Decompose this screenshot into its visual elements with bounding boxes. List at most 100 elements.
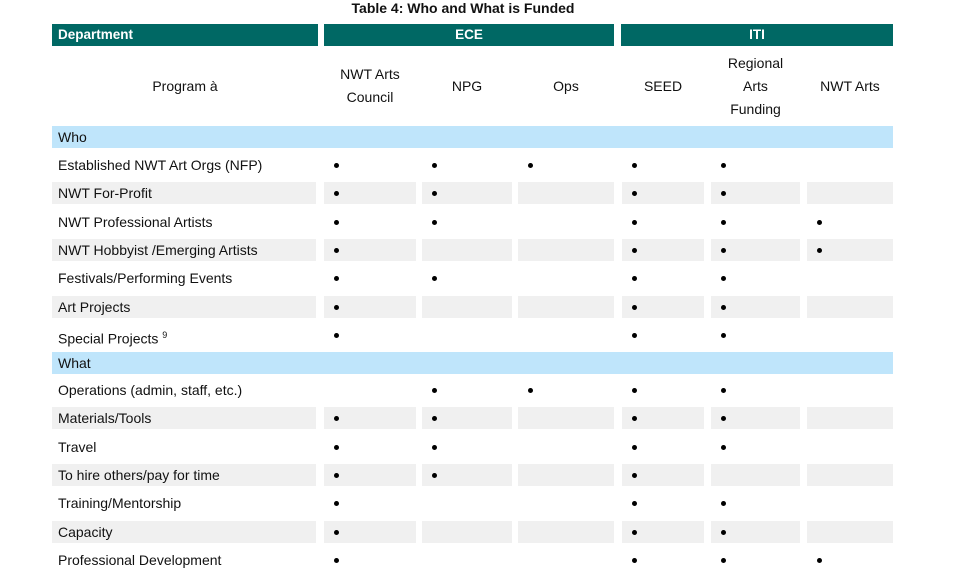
program-header-text: SEED <box>643 77 683 94</box>
bullet-icon <box>632 388 637 393</box>
bullet-icon <box>334 530 339 535</box>
program-header: Ops <box>518 52 614 120</box>
table-cell <box>518 549 614 571</box>
row-label-text: Professional Development <box>58 552 222 568</box>
bullet-icon <box>432 220 437 225</box>
table-cell <box>422 154 512 176</box>
table-cell <box>422 267 512 289</box>
bullet-icon <box>817 558 822 563</box>
table-cell <box>711 182 800 204</box>
department-header: Department <box>52 24 318 46</box>
row-label: Materials/Tools <box>52 407 316 429</box>
table-cell <box>422 464 512 486</box>
table-cell <box>711 296 800 318</box>
table-cell <box>711 239 800 261</box>
bullet-icon <box>432 416 437 421</box>
table-cell <box>422 521 512 543</box>
row-label-text: NWT Professional Artists <box>58 214 213 230</box>
row-label: To hire others/pay for time <box>52 464 316 486</box>
program-header-text: NWT Arts Council <box>340 66 400 105</box>
table-cell <box>807 296 893 318</box>
program-label: Program à <box>152 77 218 94</box>
table-cell <box>518 407 614 429</box>
bullet-icon <box>432 191 437 196</box>
table-cell <box>324 492 416 514</box>
bullet-icon <box>632 191 637 196</box>
table-cell <box>807 182 893 204</box>
section-band: What <box>52 352 893 374</box>
bullet-icon <box>334 276 339 281</box>
bullet-icon <box>632 163 637 168</box>
bullet-icon <box>334 416 339 421</box>
table-cell <box>711 521 800 543</box>
bullet-icon <box>432 388 437 393</box>
table-cell <box>422 492 512 514</box>
row-label: Travel <box>52 436 316 458</box>
table-cell <box>622 154 704 176</box>
table-cell <box>622 296 704 318</box>
bullet-icon <box>334 473 339 478</box>
table-cell <box>518 521 614 543</box>
table-cell <box>622 379 704 401</box>
table-cell <box>807 267 893 289</box>
program-header: Regional Arts Funding <box>711 52 800 120</box>
bullet-icon <box>632 416 637 421</box>
bullet-icon <box>817 248 822 253</box>
program-header-text: Ops <box>553 77 579 94</box>
row-label: Festivals/Performing Events <box>52 267 316 289</box>
table-cell <box>807 324 893 346</box>
table-cell <box>711 436 800 458</box>
table-cell <box>711 407 800 429</box>
table-cell <box>711 492 800 514</box>
bullet-icon <box>721 191 726 196</box>
table-cell <box>324 464 416 486</box>
table-cell <box>518 492 614 514</box>
table-cell <box>324 239 416 261</box>
bullet-icon <box>721 388 726 393</box>
section-band: Who <box>52 126 893 148</box>
row-label: Art Projects <box>52 296 316 318</box>
bullet-icon <box>632 473 637 478</box>
row-label-text: Training/Mentorship <box>58 495 182 511</box>
bullet-icon <box>632 333 637 338</box>
bullet-icon <box>721 530 726 535</box>
table-cell <box>518 211 614 233</box>
program-header: SEED <box>622 52 704 120</box>
table-cell <box>807 154 893 176</box>
table-cell <box>807 464 893 486</box>
bullet-icon <box>432 445 437 450</box>
bullet-icon <box>721 416 726 421</box>
bullet-icon <box>721 163 726 168</box>
table-cell <box>324 267 416 289</box>
row-label: Professional Development <box>52 549 316 571</box>
table-cell <box>622 549 704 571</box>
table-cell <box>324 154 416 176</box>
table-cell <box>711 267 800 289</box>
row-label: NWT Professional Artists <box>52 211 316 233</box>
bullet-icon <box>432 276 437 281</box>
row-label: Capacity <box>52 521 316 543</box>
table-cell <box>622 182 704 204</box>
row-label: NWT Hobbyist /Emerging Artists <box>52 239 316 261</box>
table-cell <box>711 464 800 486</box>
bullet-icon <box>432 163 437 168</box>
row-label-text: Capacity <box>58 524 113 540</box>
table-cell <box>422 211 512 233</box>
bullet-icon <box>632 248 637 253</box>
bullet-icon <box>334 501 339 506</box>
bullet-icon <box>632 501 637 506</box>
table-cell <box>622 239 704 261</box>
table-cell <box>622 324 704 346</box>
bullet-icon <box>334 191 339 196</box>
bullet-icon <box>721 558 726 563</box>
table-cell <box>324 436 416 458</box>
department-iti: ITI <box>621 24 893 46</box>
row-label: Special Projects 9 <box>52 324 316 347</box>
table-cell <box>324 182 416 204</box>
table-cell <box>622 464 704 486</box>
row-label-text: Materials/Tools <box>58 410 152 426</box>
program-header-text: NWT Arts <box>820 77 880 94</box>
table-cell <box>622 267 704 289</box>
table-cell <box>422 296 512 318</box>
table-cell <box>807 239 893 261</box>
